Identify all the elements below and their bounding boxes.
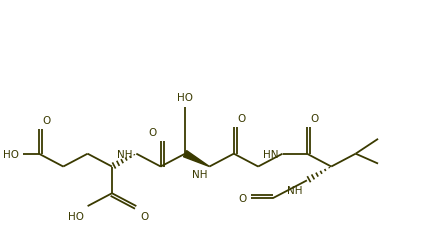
Text: HN: HN xyxy=(263,149,278,159)
Text: O: O xyxy=(238,194,246,203)
Polygon shape xyxy=(183,151,209,167)
Text: HO: HO xyxy=(177,93,193,103)
Text: O: O xyxy=(148,127,156,137)
Text: HO: HO xyxy=(3,149,20,159)
Text: NH: NH xyxy=(286,186,301,196)
Text: O: O xyxy=(140,211,148,221)
Text: O: O xyxy=(43,116,51,126)
Text: O: O xyxy=(237,114,245,124)
Text: NH: NH xyxy=(117,149,132,159)
Text: O: O xyxy=(310,114,318,124)
Text: NH: NH xyxy=(191,169,207,179)
Text: HO: HO xyxy=(68,211,83,221)
